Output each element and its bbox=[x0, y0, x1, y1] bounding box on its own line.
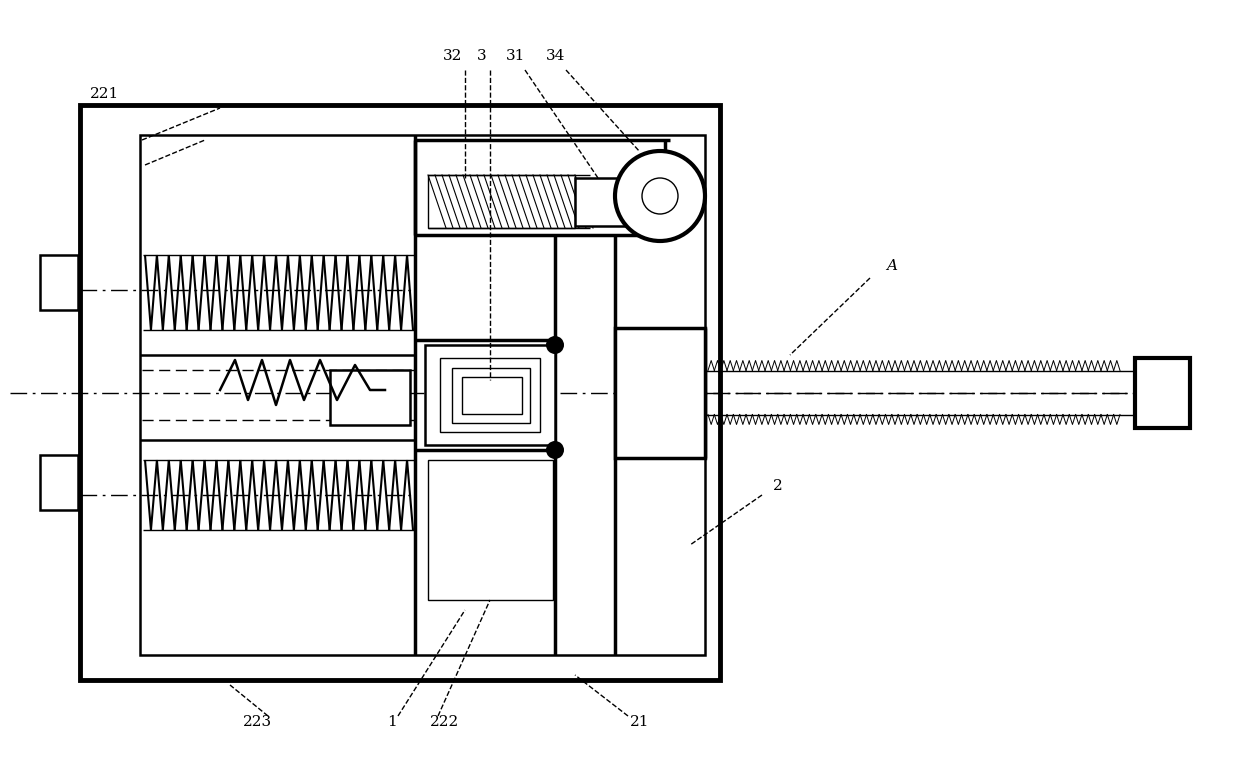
Text: 21: 21 bbox=[630, 715, 650, 729]
Circle shape bbox=[642, 178, 678, 214]
Bar bbox=[428, 175, 575, 228]
Text: 31: 31 bbox=[506, 49, 526, 63]
Text: 2: 2 bbox=[773, 479, 782, 493]
Bar bbox=[463, 377, 522, 414]
Text: 32: 32 bbox=[444, 49, 463, 63]
Bar bbox=[453, 368, 529, 423]
Bar bbox=[615, 328, 706, 457]
Text: 223: 223 bbox=[243, 715, 273, 729]
Bar bbox=[40, 255, 78, 310]
Bar bbox=[428, 460, 553, 600]
Bar bbox=[330, 370, 410, 425]
Circle shape bbox=[615, 151, 706, 241]
Circle shape bbox=[546, 336, 564, 354]
Bar bbox=[425, 345, 556, 445]
Bar bbox=[575, 178, 625, 226]
Bar bbox=[440, 358, 539, 432]
Text: 34: 34 bbox=[547, 49, 565, 63]
Bar bbox=[81, 105, 720, 680]
Bar bbox=[40, 455, 78, 510]
Text: 221: 221 bbox=[91, 87, 119, 101]
Bar bbox=[140, 135, 706, 655]
Text: 3: 3 bbox=[477, 49, 487, 63]
Text: 222: 222 bbox=[430, 715, 460, 729]
Text: A: A bbox=[887, 259, 898, 273]
Bar bbox=[1135, 358, 1190, 427]
Text: 1: 1 bbox=[387, 715, 397, 729]
Circle shape bbox=[546, 441, 564, 459]
